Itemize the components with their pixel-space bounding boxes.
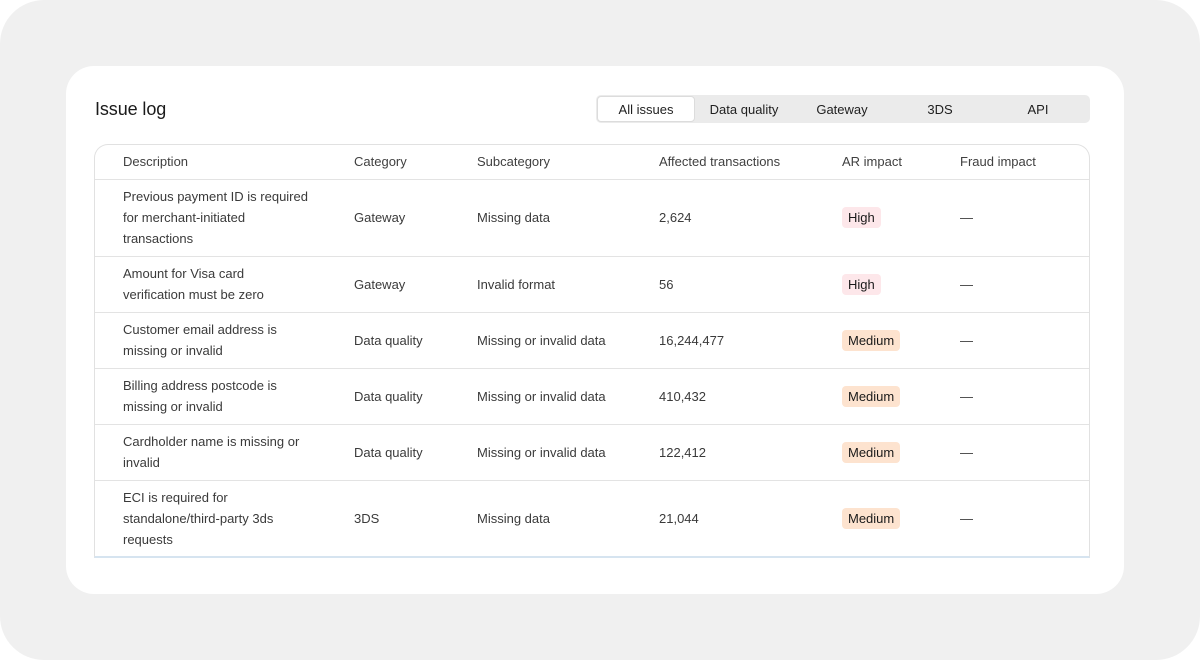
fraud-impact-value: — [960, 332, 973, 348]
column-header-affected-transactions[interactable]: Affected transactions [659, 145, 842, 180]
cell-ar-impact: High [842, 256, 960, 313]
cell-affected-transactions: 56 [659, 256, 842, 313]
table-row[interactable]: Previous payment ID is required for merc… [95, 179, 1089, 257]
cell-subcategory: Missing or invalid data [477, 368, 659, 425]
fraud-impact-value: — [960, 444, 973, 460]
cell-category: Data quality [354, 368, 477, 425]
ar-impact-badge: High [842, 273, 881, 295]
cell-description: Amount for Visa card verification must b… [95, 256, 354, 313]
description-text: ECI is required for standalone/third-par… [123, 490, 274, 548]
cell-subcategory: Missing or invalid data [477, 312, 659, 369]
description-text: Previous payment ID is required for merc… [123, 189, 308, 246]
cell-category: Data quality [354, 312, 477, 369]
cell-category: Data quality [354, 424, 477, 481]
cell-subcategory: Invalid format [477, 256, 659, 313]
cell-ar-impact: Medium [842, 312, 960, 369]
description-text: Billing address postcode is missing or i… [123, 378, 277, 414]
table-row[interactable]: Cardholder name is missing or invalid Dat… [95, 424, 1089, 481]
fraud-impact-value: — [960, 388, 973, 404]
cell-ar-impact: Medium [842, 480, 960, 556]
ar-impact-badge: Medium [842, 441, 901, 463]
cell-fraud-impact: — [960, 480, 1089, 556]
fraud-impact-value: — [960, 511, 973, 527]
cell-category: 3DS [354, 511, 380, 527]
description-text: Amount for Visa card verification must b… [123, 266, 264, 302]
cell-fraud-impact: — [960, 368, 1089, 425]
cell-affected-transactions: 122,412 [659, 424, 842, 481]
issue-log-card: Issue log All issues Data quality Gateway 3… [66, 66, 1124, 594]
cell-fraud-impact: — [960, 179, 1089, 257]
column-header-ar-impact[interactable]: AR impact [842, 145, 960, 180]
cell-affected-transactions: 2,624 [659, 179, 842, 257]
description-text: Cardholder name is missing or invalid [123, 434, 300, 470]
ar-impact-badge: Medium [842, 385, 901, 407]
description-text: Customer email address is missing or inv… [123, 322, 277, 358]
cell-fraud-impact: — [960, 312, 1089, 369]
ar-impact-badge: Medium [842, 508, 901, 530]
cell-affected-transactions: 410,432 [659, 368, 842, 425]
tab-data-quality[interactable]: Data quality [709, 101, 779, 117]
cell-ar-impact: High [842, 179, 960, 257]
ar-impact-badge: Medium [842, 329, 901, 351]
tab-3ds[interactable]: 3DS [927, 101, 953, 117]
page-title: Issue log [95, 99, 167, 119]
cell-fraud-impact: — [960, 424, 1089, 481]
cell-affected-transactions: 16,244,477 [659, 312, 842, 369]
filter-tabs: All issues Data quality Gateway 3DS API [596, 95, 1090, 123]
cell-ar-impact: Medium [842, 368, 960, 425]
fraud-impact-value: — [960, 210, 973, 225]
cell-affected-transactions: 21,044 [659, 511, 699, 527]
issue-table: Description Category Subcategory Affecte… [95, 145, 1089, 556]
table-row[interactable]: Customer email address is missing or inv… [95, 312, 1089, 369]
column-header-fraud-impact[interactable]: Fraud impact [960, 145, 1089, 180]
table-row[interactable]: Billing address postcode is missing or i… [95, 368, 1089, 425]
cell-subcategory: Missing data [477, 511, 550, 527]
table-header-row: Description Category Subcategory Affecte… [95, 145, 1089, 180]
cell-subcategory: Missing data [477, 179, 659, 257]
cell-ar-impact: Medium [842, 424, 960, 481]
issue-table-container: Description Category Subcategory Affecte… [94, 144, 1090, 558]
column-header-category[interactable]: Category [354, 145, 477, 180]
cell-description: Billing address postcode is missing or i… [95, 368, 354, 425]
cell-fraud-impact: — [960, 256, 1089, 313]
tab-api[interactable]: API [1027, 101, 1049, 117]
fraud-impact-value: — [960, 276, 973, 292]
cell-category: Gateway [354, 179, 477, 257]
column-header-subcategory[interactable]: Subcategory [477, 145, 659, 180]
tab-all-issues[interactable]: All issues [597, 96, 695, 122]
cell-description: ECI is required for standalone/third-par… [95, 480, 354, 556]
tab-gateway[interactable]: Gateway [816, 101, 868, 117]
cell-subcategory: Missing or invalid data [477, 424, 659, 481]
cell-description: Cardholder name is missing or invalid [95, 424, 354, 481]
ar-impact-badge: High [842, 207, 881, 228]
cell-category: Gateway [354, 256, 477, 313]
table-row[interactable]: Amount for Visa card verification must b… [95, 256, 1089, 313]
column-header-description[interactable]: Description [95, 145, 354, 180]
table-row[interactable]: ECI is required for standalone/third-par… [95, 480, 1089, 556]
cell-description: Previous payment ID is required for merc… [95, 179, 354, 257]
cell-description: Customer email address is missing or inv… [95, 312, 354, 369]
